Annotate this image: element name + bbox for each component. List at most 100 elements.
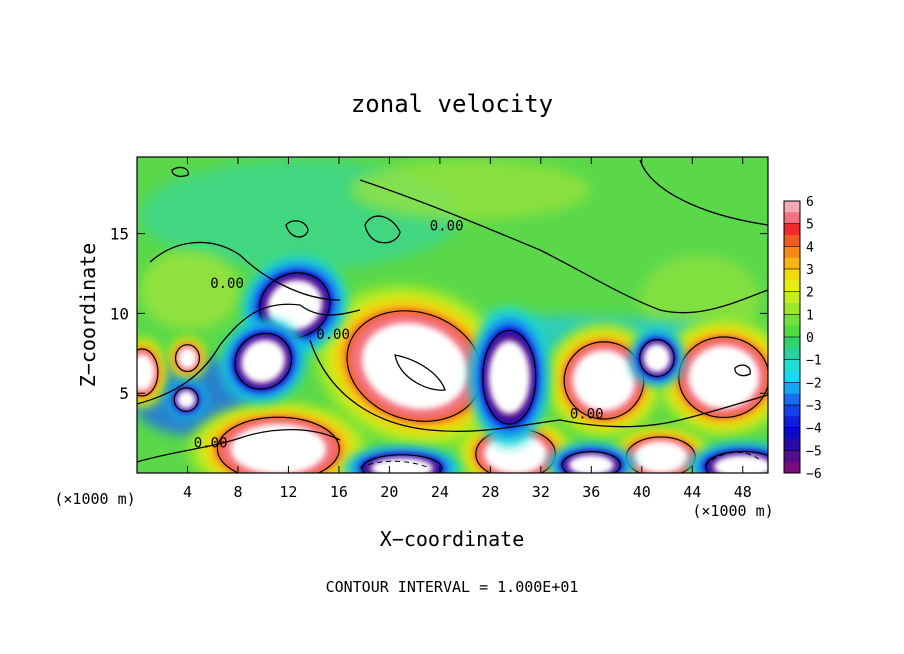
colorbar-bin — [784, 416, 800, 429]
negative-velocity-cell — [470, 307, 549, 447]
colorbar-bin — [784, 291, 800, 304]
x-tick-label: 40 — [633, 483, 651, 501]
x-tick-label: 48 — [734, 483, 752, 501]
y-axis-label: Z−coordinate — [76, 243, 100, 388]
colorbar-bin — [784, 393, 800, 406]
colorbar-bin — [784, 201, 800, 213]
left-yellowgreen-patch — [140, 250, 240, 330]
colorbar-tick-label: 3 — [806, 263, 814, 278]
colorbar-bin — [784, 348, 800, 361]
colorbar-bin — [784, 212, 800, 225]
x-tick-label: 4 — [183, 483, 192, 501]
negative-velocity-cell — [221, 320, 305, 403]
cell-ring — [361, 322, 468, 410]
colorbar-bin — [784, 257, 800, 270]
positive-velocity-cell — [545, 323, 663, 438]
contour-line — [149, 241, 341, 301]
colorbar-tick-label: 4 — [806, 240, 814, 255]
contour-line — [359, 460, 431, 469]
cell-contour — [173, 387, 199, 412]
contour-line — [137, 429, 341, 463]
x-tick-label: 24 — [431, 483, 449, 501]
cell-ring — [230, 424, 326, 473]
colorbar-tick-label: −2 — [806, 376, 822, 391]
contour-line — [704, 451, 761, 467]
x-axis-ticks: 4 8 12 16 20 24 28 32 36 40 44 48 — [183, 157, 752, 501]
contour-label: 0.00 — [194, 435, 228, 451]
y-tick-label: 15 — [110, 225, 129, 244]
colorbar-bin — [784, 359, 800, 372]
plot-frame — [136, 156, 769, 474]
negative-velocity-cell — [343, 448, 461, 473]
contour-label: 0.00 — [430, 218, 464, 234]
colorbar-tick-label: −6 — [806, 467, 822, 482]
contour-line — [394, 354, 446, 391]
contour-line — [137, 303, 361, 405]
contour-line — [364, 215, 401, 244]
positive-velocity-cell — [169, 338, 206, 378]
cell-contour — [137, 348, 159, 397]
positive-velocity-cell — [657, 317, 768, 437]
zero-contours — [137, 159, 768, 463]
x-tick-label: 28 — [481, 483, 499, 501]
contour-line — [309, 339, 768, 432]
cell-ring — [572, 350, 635, 411]
cell-contour — [639, 339, 675, 378]
x-tick-label: 16 — [330, 483, 348, 501]
negative-velocity-cell — [548, 445, 635, 473]
upper-yellowgreen-patch — [350, 160, 590, 220]
colorbar-ticks: 6 5 4 3 2 1 0 −1 −2 −3 −4 −5 −6 — [784, 195, 822, 482]
x-axis-label: X−coordinate — [380, 527, 525, 551]
colorbar-bin — [784, 303, 800, 315]
negative-velocity-cell — [631, 330, 683, 386]
x-unit-right: (×1000 m) — [692, 502, 773, 520]
colorbar-tick-label: −5 — [806, 444, 822, 459]
cell-contour — [234, 332, 293, 390]
colorbar-tick-label: −1 — [806, 354, 822, 369]
colorbar-bin — [784, 235, 800, 247]
colorbar-bin — [784, 337, 800, 349]
negative-velocity-cell — [688, 444, 768, 473]
y-axis-ticks: 5 10 15 — [110, 225, 768, 403]
cell-ring — [267, 279, 323, 331]
cell-contour — [361, 454, 443, 473]
contour-label: 0.00 — [570, 407, 604, 423]
x-tick-label: 12 — [279, 483, 297, 501]
cell-ring — [643, 343, 671, 373]
contour-labels: 0.00 0.00 0.00 0.00 0.00 — [194, 218, 604, 451]
cell-ring — [568, 454, 615, 473]
colorbar-bin — [784, 223, 800, 236]
contour-label: 0.00 — [210, 276, 244, 292]
colorbar-bin — [784, 461, 800, 474]
cell-ring — [370, 457, 434, 473]
negative-velocity-cell — [168, 382, 204, 417]
colorbar-tick-label: 2 — [806, 286, 814, 301]
cell-ring — [488, 340, 530, 414]
cell-ring — [241, 339, 286, 383]
x-tick-label: 8 — [233, 483, 242, 501]
colorbar-bin — [784, 382, 800, 395]
colorbar-bin — [784, 280, 800, 293]
velocity-cells — [137, 257, 768, 473]
contour-label: 0.00 — [316, 327, 350, 343]
cell-ring — [137, 354, 155, 391]
colorbar-bin — [784, 314, 800, 327]
colorbar: 6 5 4 3 2 1 0 −1 −2 −3 −4 −5 −6 — [783, 195, 822, 482]
positive-velocity-cell — [188, 402, 369, 473]
colorbar-tick-label: 5 — [806, 218, 814, 233]
negative-contours — [359, 451, 761, 469]
cell-ring — [178, 347, 197, 369]
chart-title: zonal velocity — [351, 90, 553, 118]
cell-ring — [713, 454, 768, 473]
y-tick-label: 5 — [119, 384, 129, 403]
colorbar-bin — [784, 246, 800, 259]
colorbar-tick-label: −4 — [806, 422, 822, 437]
contour-line — [285, 220, 309, 238]
x-unit-left: (×1000 m) — [54, 490, 135, 508]
y-tick-label: 10 — [110, 304, 129, 323]
colorbar-tick-label: −3 — [806, 399, 822, 414]
cell-ring — [176, 390, 196, 409]
colorbar-bins — [784, 201, 800, 474]
cell-contour — [482, 329, 537, 425]
